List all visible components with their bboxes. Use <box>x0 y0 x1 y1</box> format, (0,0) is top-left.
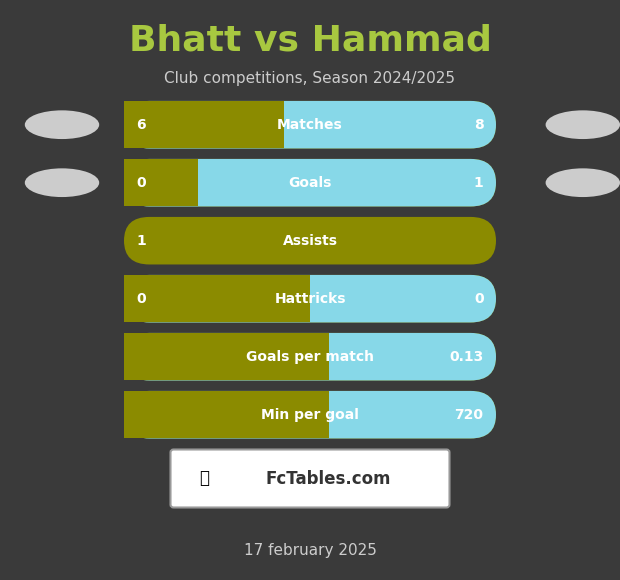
FancyBboxPatch shape <box>124 275 496 322</box>
FancyBboxPatch shape <box>124 159 496 206</box>
FancyBboxPatch shape <box>124 275 496 322</box>
Text: Matches: Matches <box>277 118 343 132</box>
FancyBboxPatch shape <box>124 101 496 148</box>
Bar <box>124 275 310 322</box>
Text: 📊: 📊 <box>200 469 210 488</box>
Text: 0: 0 <box>136 176 146 190</box>
Text: Assists: Assists <box>283 234 337 248</box>
Text: 0.13: 0.13 <box>450 350 484 364</box>
FancyBboxPatch shape <box>124 391 496 438</box>
FancyBboxPatch shape <box>124 333 496 380</box>
Ellipse shape <box>546 168 620 197</box>
Text: FcTables.com: FcTables.com <box>266 469 391 488</box>
Text: Hattricks: Hattricks <box>274 292 346 306</box>
Text: 0: 0 <box>474 292 484 306</box>
Text: Goals: Goals <box>288 176 332 190</box>
Text: Goals per match: Goals per match <box>246 350 374 364</box>
FancyBboxPatch shape <box>124 217 496 264</box>
Text: Club competitions, Season 2024/2025: Club competitions, Season 2024/2025 <box>164 71 456 86</box>
Bar <box>124 333 329 380</box>
FancyBboxPatch shape <box>124 159 496 206</box>
Text: Bhatt vs Hammad: Bhatt vs Hammad <box>128 24 492 57</box>
Text: 0: 0 <box>136 292 146 306</box>
FancyBboxPatch shape <box>124 333 496 380</box>
Ellipse shape <box>25 168 99 197</box>
FancyBboxPatch shape <box>124 391 496 438</box>
Ellipse shape <box>546 110 620 139</box>
Text: 1: 1 <box>474 176 484 190</box>
Text: 8: 8 <box>474 118 484 132</box>
Bar <box>124 391 329 438</box>
FancyBboxPatch shape <box>170 450 450 508</box>
Bar <box>124 101 284 148</box>
Bar <box>124 159 198 206</box>
Ellipse shape <box>25 110 99 139</box>
Text: 720: 720 <box>454 408 484 422</box>
Text: 1: 1 <box>136 234 146 248</box>
Text: Min per goal: Min per goal <box>261 408 359 422</box>
Text: 6: 6 <box>136 118 146 132</box>
Text: 17 february 2025: 17 february 2025 <box>244 543 376 559</box>
FancyBboxPatch shape <box>124 101 496 148</box>
